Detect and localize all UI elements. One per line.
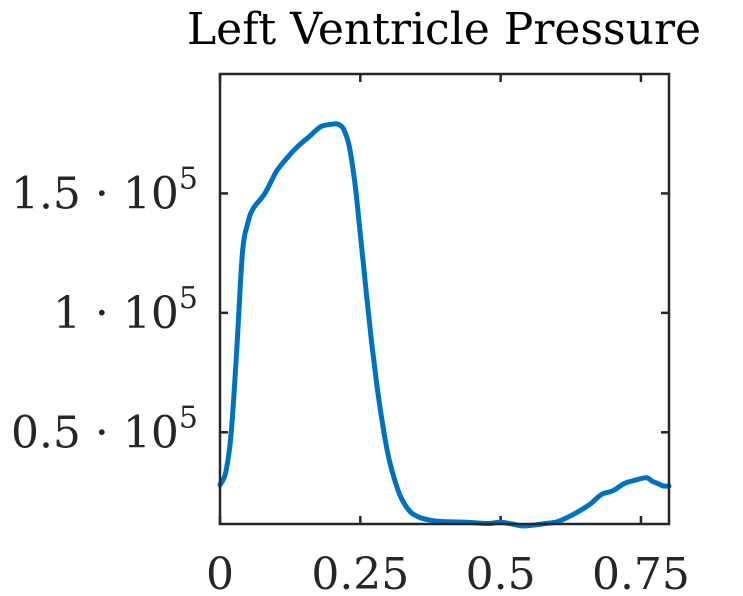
y-tick-dot: · xyxy=(81,168,123,219)
y-tick-exponent: 5 xyxy=(179,281,198,316)
y-tick-label: 0.5 · 105 xyxy=(11,400,198,458)
x-tick-label: 0.5 xyxy=(466,549,536,596)
y-tick-mantissa: 0.5 xyxy=(11,407,81,458)
x-tick-label: 0 xyxy=(206,549,234,596)
y-tick-exponent: 5 xyxy=(179,400,198,435)
y-tick-label: 1 · 105 xyxy=(53,281,198,339)
series-line-lv-pressure xyxy=(217,121,672,529)
y-tick-base: 10 xyxy=(123,288,179,339)
chart-title: Left Ventricle Pressure xyxy=(187,4,701,55)
y-tick-label: 1.5 · 105 xyxy=(11,161,198,219)
y-tick-dot: · xyxy=(81,288,123,339)
x-axis: 0 0.25 0.5 0.75 xyxy=(206,74,690,596)
y-tick-dot: · xyxy=(81,407,123,458)
x-tick-label: 0.75 xyxy=(592,549,690,596)
plot-frame xyxy=(218,72,671,526)
y-tick-exponent: 5 xyxy=(179,161,198,196)
y-tick-mantissa: 1 xyxy=(53,288,81,339)
plot-area xyxy=(220,74,669,524)
y-tick-base: 10 xyxy=(123,407,179,458)
y-tick-base: 10 xyxy=(123,168,179,219)
y-tick-mantissa: 1.5 xyxy=(11,168,81,219)
x-tick-label: 0.25 xyxy=(311,549,409,596)
